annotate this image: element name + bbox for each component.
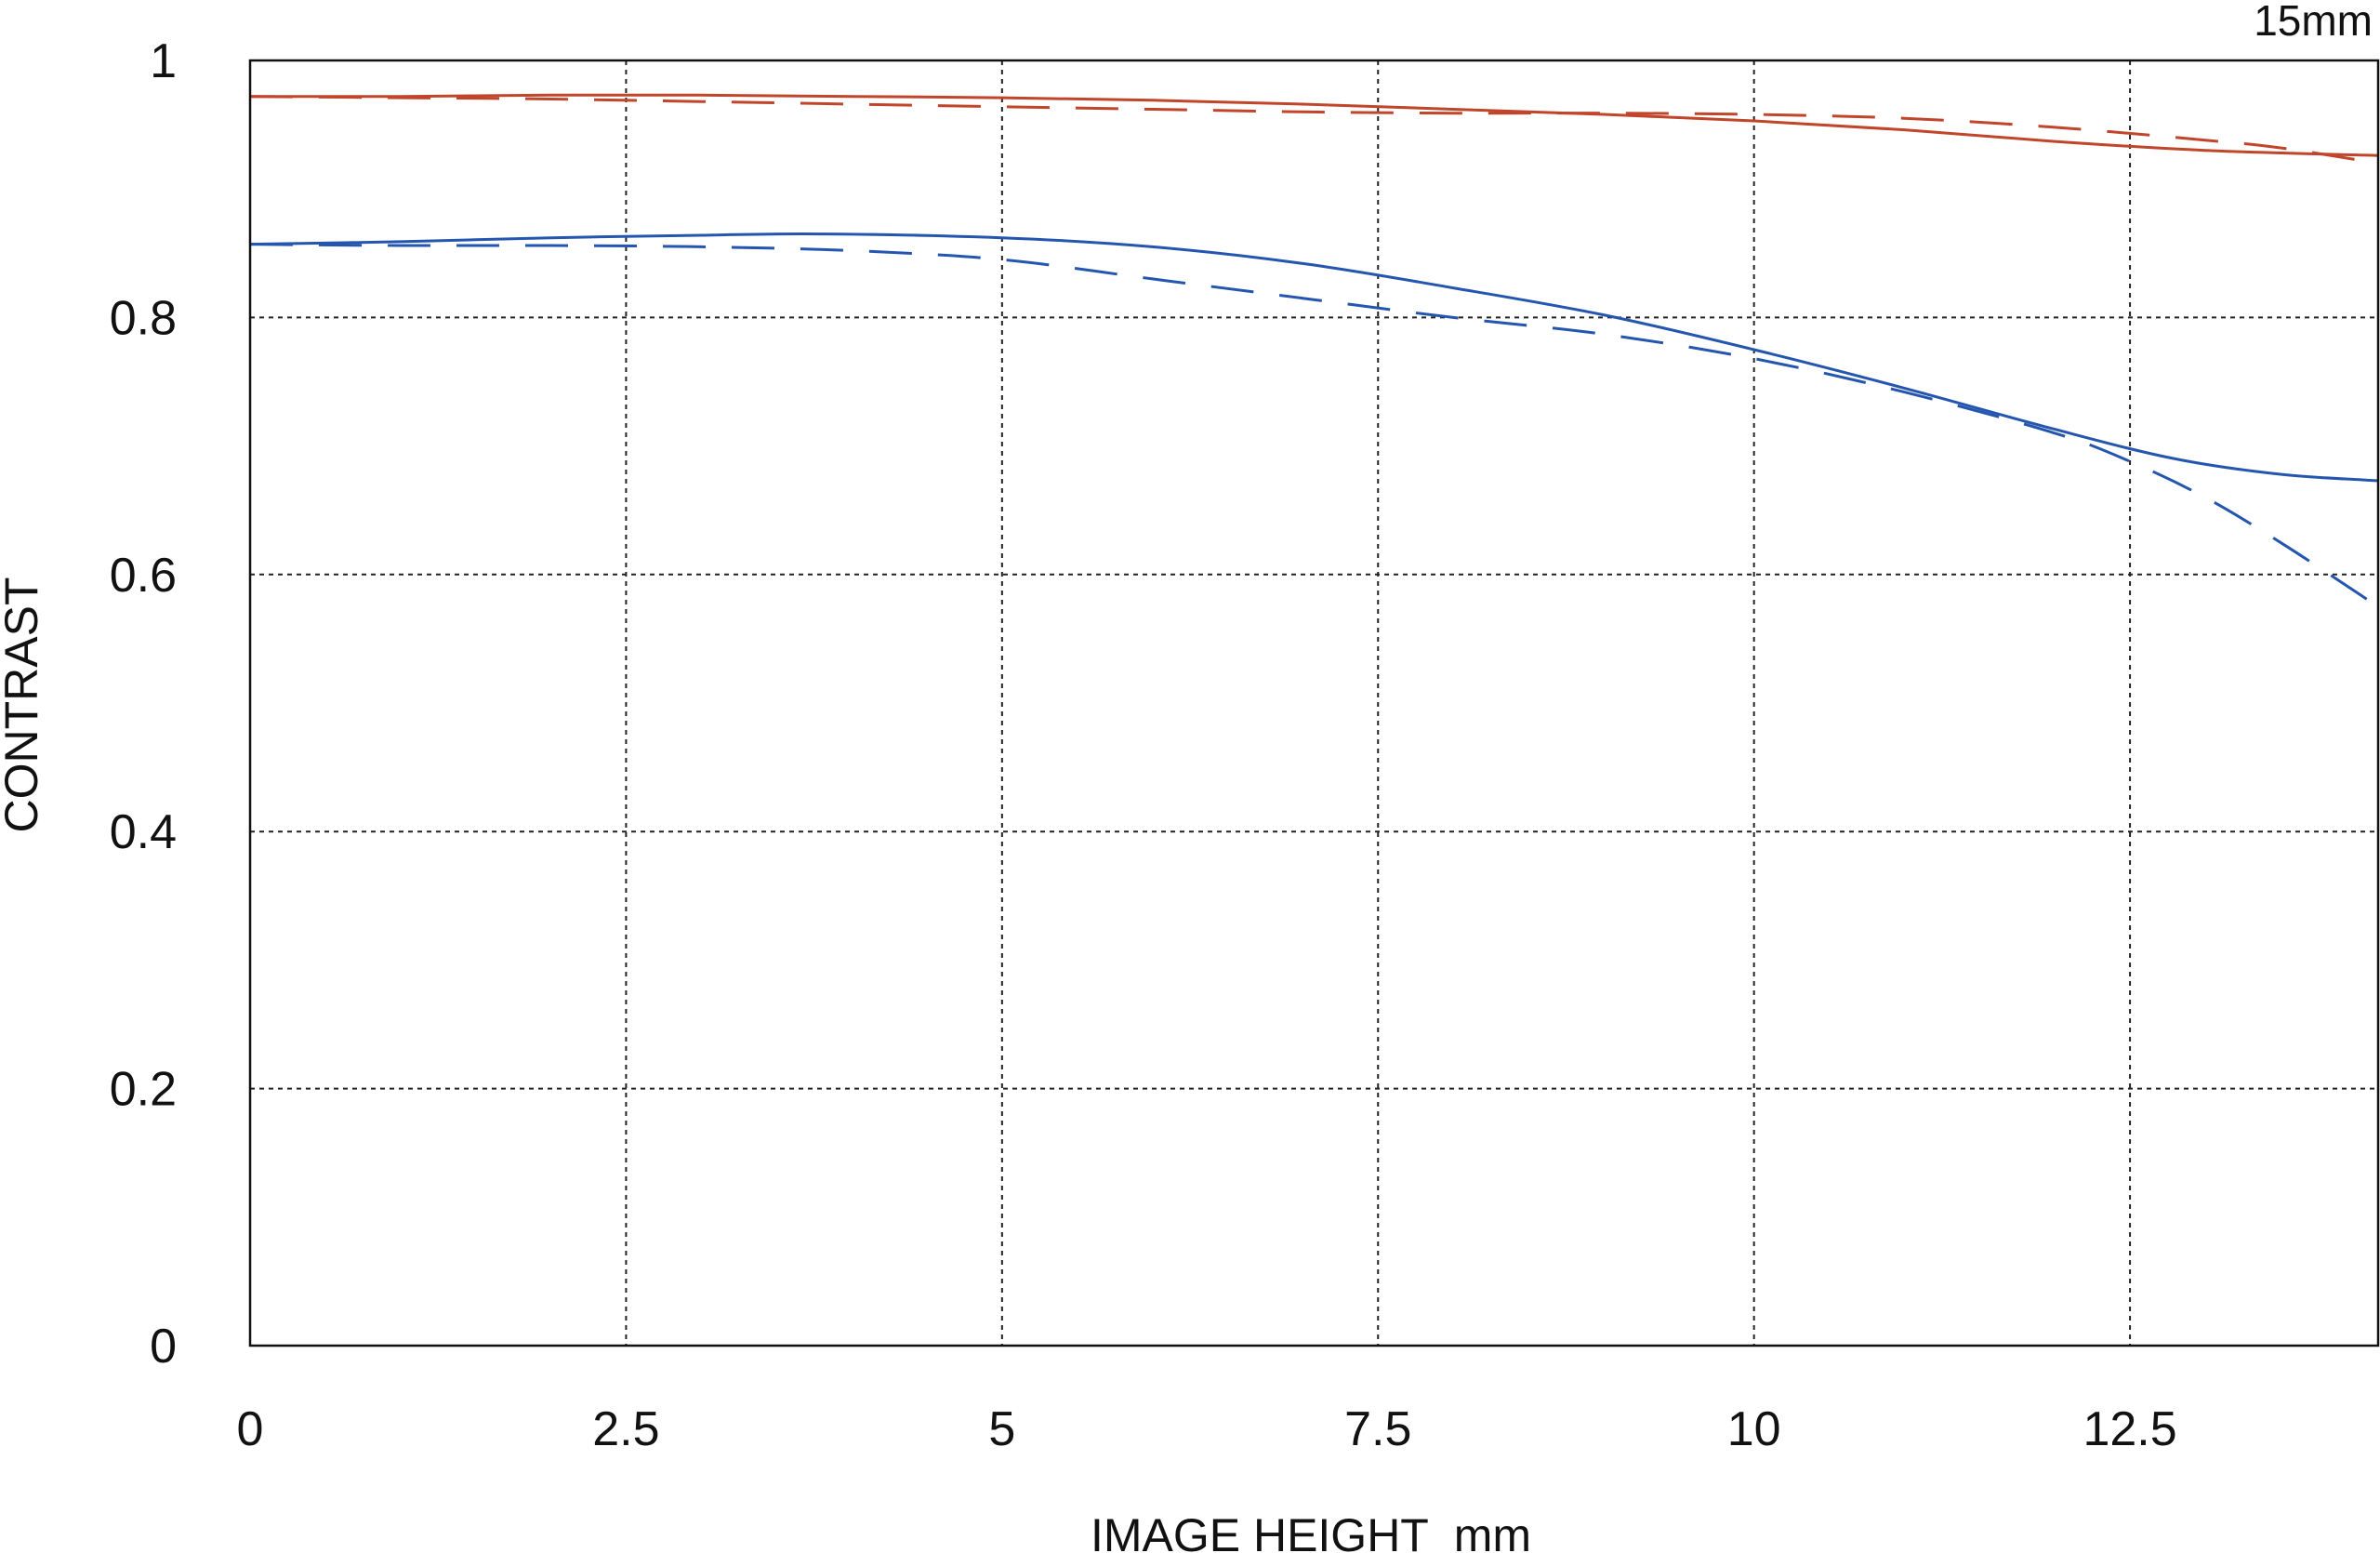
- y-tick-label: 0.6: [110, 549, 177, 603]
- x-tick-label: 5: [988, 1402, 1015, 1456]
- x-tick-label: 12.5: [2082, 1402, 2176, 1456]
- plot-border: [248, 59, 2380, 1347]
- x-tick-label: 10: [1727, 1402, 1781, 1456]
- series-line-4-dashed: [249, 243, 2379, 608]
- x-tick-label: 0: [237, 1402, 264, 1456]
- y-tick-label: 1: [150, 34, 177, 88]
- chart-title: 15mm: [2254, 0, 2373, 45]
- y-tick-labels: 0 0.2 0.4 0.6 0.8 1: [110, 34, 177, 1374]
- x-tick-label: 2.5: [592, 1402, 659, 1456]
- y-tick-label: 0.8: [110, 291, 177, 345]
- plot-frame: [248, 59, 2380, 1347]
- y-tick-label: 0.2: [110, 1063, 177, 1117]
- x-tick-labels: 0 2.5 5 7.5 10 12.5: [237, 1402, 2177, 1456]
- y-tick-label: 0.4: [110, 805, 177, 859]
- data-series: [249, 93, 2379, 608]
- series-line-2-dashed: [249, 95, 2379, 166]
- y-tick-label: 0: [150, 1320, 177, 1374]
- x-tick-label: 7.5: [1344, 1402, 1411, 1456]
- series-line-1-solid: [249, 93, 2379, 157]
- x-axis-label: IMAGE HEIGHT mm: [1091, 1509, 1531, 1553]
- y-axis-label: CONTRAST: [0, 577, 47, 833]
- series-line-3-solid: [249, 232, 2379, 483]
